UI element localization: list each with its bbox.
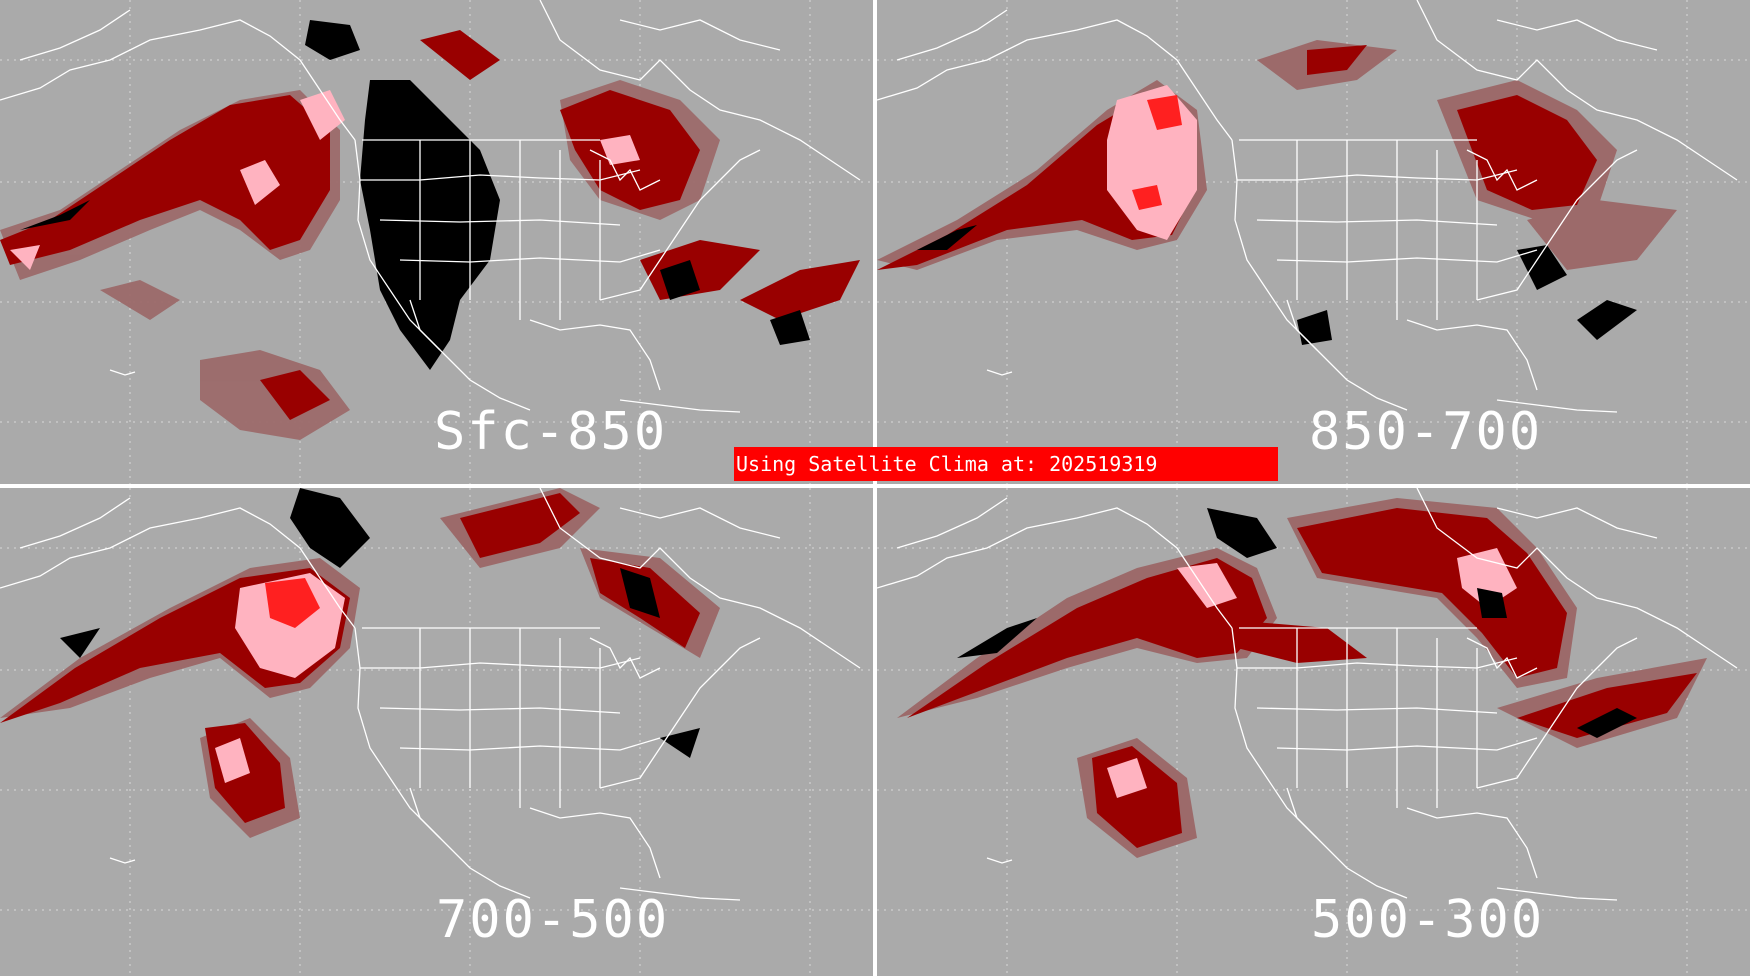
panel-850-700: 850-700: [877, 0, 1750, 484]
panel-500-300: 500-300: [877, 488, 1750, 976]
panel-label: 500-300: [1311, 890, 1545, 950]
map-850-700: [877, 0, 1750, 484]
map-500-300: [877, 488, 1750, 976]
panel-label: 700-500: [436, 890, 670, 950]
panel-sfc-850: Sfc-850: [0, 0, 873, 484]
map-sfc-850: [0, 0, 873, 484]
satellite-climatology-banner: Using Satellite Clima at: 202519319: [734, 447, 1278, 481]
map-700-500: [0, 488, 873, 976]
panel-label: 850-700: [1309, 402, 1543, 462]
panel-label: Sfc-850: [434, 402, 668, 462]
panel-700-500: 700-500: [0, 488, 873, 976]
